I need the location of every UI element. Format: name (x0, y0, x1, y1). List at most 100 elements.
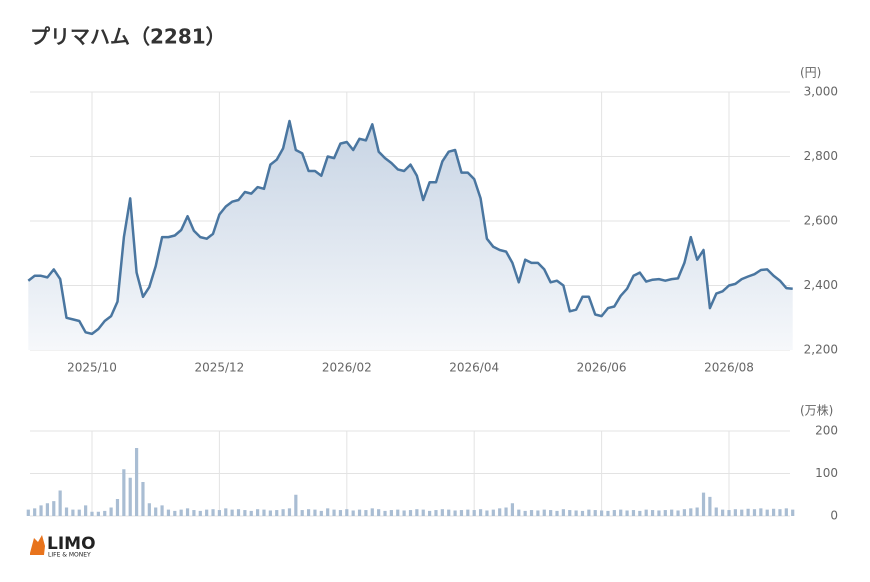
volume-bar (733, 509, 737, 516)
volume-bar (657, 510, 661, 516)
volume-bar (364, 510, 368, 516)
x-tick-label: 2026/02 (322, 361, 372, 375)
volume-bar (71, 509, 75, 516)
volume-bar (230, 509, 234, 516)
volume-bar (663, 510, 667, 516)
volume-bar (173, 510, 177, 516)
y-tick-label: 200 (815, 424, 838, 438)
volume-bar (351, 510, 355, 516)
volume-bar (243, 510, 247, 516)
volume-bar (714, 507, 718, 516)
volume-bar (166, 509, 171, 516)
volume-bar (179, 509, 183, 516)
volume-bar (650, 510, 655, 516)
logo: LIMO LIFE & MONEY (30, 534, 96, 559)
volume-bar (631, 510, 636, 516)
volume-bar (39, 505, 43, 516)
volume-bar (109, 507, 113, 516)
volume-bar (319, 510, 323, 516)
volume-bar (638, 510, 642, 516)
volume-bar (625, 510, 629, 516)
volume-bar (154, 507, 158, 516)
volume-bar (752, 509, 757, 516)
volume-bar (568, 510, 572, 516)
volume-bar (529, 510, 534, 516)
volume-bar (313, 509, 317, 516)
volume-bar (77, 509, 81, 516)
y-tick-label: 2,200 (804, 343, 838, 357)
volume-bar (185, 508, 190, 516)
logo-icon (30, 535, 45, 555)
volume-bar (466, 509, 470, 516)
volume-bar (727, 510, 731, 516)
volume-bar (606, 510, 610, 516)
volume-bar (517, 509, 521, 516)
volume-bar (561, 509, 565, 516)
volume-bar (689, 508, 693, 516)
volume-bar (536, 510, 540, 516)
volume-bar (580, 510, 585, 516)
x-tick-label: 2025/10 (67, 361, 117, 375)
volume-bar (440, 509, 444, 516)
volume-bar (205, 509, 209, 516)
volume-bar (224, 508, 228, 516)
volume-bar (96, 511, 100, 516)
volume-bar (542, 509, 546, 516)
volume-bar (249, 510, 253, 516)
x-tick-label: 2026/08 (704, 361, 754, 375)
y-unit-label: (円) (800, 66, 821, 80)
volume-bar (771, 508, 776, 516)
volume-bar (453, 510, 457, 516)
volume-bar (701, 492, 706, 516)
volume-bar (708, 496, 712, 516)
y-tick-label: 100 (815, 466, 838, 480)
volume-bar (740, 509, 744, 516)
volume-bar (765, 509, 769, 516)
volume-bar (459, 510, 464, 516)
volume-bar (415, 509, 419, 516)
volume-bar (52, 501, 56, 516)
volume-bar (491, 509, 495, 516)
logo-tagline: LIFE & MONEY (48, 552, 91, 559)
x-tick-label: 2025/12 (194, 361, 244, 375)
volume-bar (281, 509, 285, 516)
volume-bar (345, 509, 349, 516)
volume-bar (676, 510, 680, 516)
volume-bar (593, 510, 597, 516)
volume-bar (619, 509, 623, 516)
volume-bar (287, 508, 292, 516)
volume-bar (682, 509, 687, 516)
volume-bar (26, 509, 30, 516)
volume-bar (58, 490, 62, 516)
volume-bar (134, 448, 139, 516)
logo-name: LIMO (47, 534, 96, 554)
volume-bar (784, 508, 788, 516)
volume-bar (103, 510, 107, 516)
volume-bar (33, 508, 37, 516)
volume-bar (472, 510, 476, 516)
volume-bar (408, 510, 413, 516)
volume-bar (759, 508, 763, 516)
volume-bar (428, 510, 432, 516)
volume-bar (778, 509, 782, 516)
y-tick-label: 2,800 (804, 149, 838, 163)
volume-bar (402, 510, 406, 516)
volume-bar (612, 510, 616, 516)
volume-bar (147, 503, 151, 516)
volume-bar (791, 509, 795, 516)
x-tick-label: 2026/04 (449, 361, 499, 375)
y-tick-label: 2,600 (804, 214, 838, 228)
volume-bar (357, 509, 362, 516)
volume-bar (45, 503, 50, 516)
volume-bar (326, 508, 330, 516)
volume-bar (115, 499, 120, 516)
volume-bar (695, 507, 699, 516)
volume-bar (332, 509, 336, 516)
y-unit-label: (万株) (800, 403, 833, 418)
volume-bar (64, 507, 69, 516)
volume-bar (549, 510, 553, 516)
volume-bar (256, 509, 260, 516)
volume-bar (555, 510, 559, 516)
volume-bar (370, 508, 374, 516)
